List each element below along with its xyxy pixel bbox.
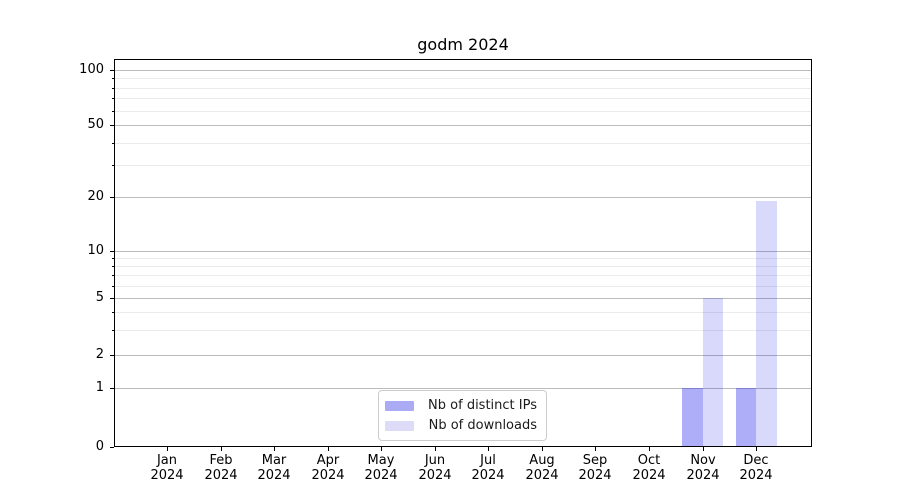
x-tickmark-jun	[435, 447, 436, 451]
x-axis-tick-label-may: May 2024	[364, 453, 398, 483]
y-axis-tick-label: 20	[87, 189, 104, 204]
bar-nb-of-downloads-dec-2024	[756, 201, 777, 446]
gridline-major-20	[115, 197, 811, 198]
y-minor-tickmark-90	[112, 78, 114, 79]
x-axis-tick-label-jul: Jul 2024	[471, 453, 505, 483]
y-axis-tick-label: 10	[87, 243, 104, 258]
y-minor-tickmark-60	[112, 111, 114, 112]
y-tickmark-0	[110, 447, 114, 448]
y-tickmark-50	[110, 125, 114, 126]
y-minor-tickmark-30	[112, 165, 114, 166]
y-minor-tickmark-8	[112, 266, 114, 267]
y-minor-tickmark-6	[112, 286, 114, 287]
x-tickmark-feb	[221, 447, 222, 451]
y-tickmark-1	[110, 388, 114, 389]
bar-nb-of-downloads-nov-2024	[702, 298, 723, 446]
y-axis-tick-label: 50	[87, 117, 104, 132]
legend-item-distinct-ips: Nb of distinct IPs	[385, 398, 537, 413]
y-axis-tick-label: 100	[79, 62, 104, 77]
y-tickmark-100	[110, 70, 114, 71]
x-axis-tick-label-feb: Feb 2024	[204, 453, 238, 483]
gridline-major-100	[115, 70, 811, 71]
gridline-minor-80	[115, 88, 811, 89]
y-tickmark-10	[110, 251, 114, 252]
x-axis-tick-label-jun: Jun 2024	[418, 453, 452, 483]
gridline-major-1	[115, 388, 811, 389]
x-tickmark-oct	[649, 447, 650, 451]
axis-spine-top	[114, 59, 812, 60]
gridline-minor-9	[115, 258, 811, 259]
x-axis-tick-label-aug: Aug 2024	[525, 453, 559, 483]
y-minor-tickmark-40	[112, 143, 114, 144]
x-axis-tick-label-mar: Mar 2024	[257, 453, 291, 483]
y-minor-tickmark-7	[112, 275, 114, 276]
x-axis-tick-label-jan: Jan 2024	[150, 453, 184, 483]
y-tickmark-2	[110, 355, 114, 356]
x-axis-tick-label-apr: Apr 2024	[311, 453, 345, 483]
bar-nb-of-distinct-ips-nov-2024	[682, 388, 703, 446]
x-axis-tick-label-oct: Oct 2024	[632, 453, 666, 483]
gridline-major-10	[115, 251, 811, 252]
gridline-minor-8	[115, 266, 811, 267]
x-tickmark-mar	[274, 447, 275, 451]
gridline-minor-30	[115, 165, 811, 166]
y-axis-tick-label: 1	[95, 380, 104, 395]
y-tickmark-20	[110, 197, 114, 198]
gridline-major-2	[115, 355, 811, 356]
x-tickmark-nov	[703, 447, 704, 451]
x-axis-tick-label-nov: Nov 2024	[686, 453, 720, 483]
y-tickmark-5	[110, 298, 114, 299]
y-minor-tickmark-80	[112, 88, 114, 89]
x-tickmark-apr	[328, 447, 329, 451]
y-axis-tick-label: 5	[95, 290, 104, 305]
plot-area: Nb of distinct IPs Nb of downloads	[114, 59, 812, 447]
legend-swatch-downloads	[385, 420, 414, 431]
gridline-minor-70	[115, 98, 811, 99]
gridline-minor-40	[115, 143, 811, 144]
x-axis-tick-label-dec: Dec 2024	[739, 453, 773, 483]
y-minor-tickmark-9	[112, 258, 114, 259]
y-axis-tick-label: 0	[95, 439, 104, 454]
x-axis-tick-label-sep: Sep 2024	[578, 453, 612, 483]
axis-spine-left	[114, 59, 115, 447]
gridline-minor-7	[115, 275, 811, 276]
y-minor-tickmark-3	[112, 330, 114, 331]
y-axis-tick-label: 2	[95, 347, 104, 362]
gridline-minor-60	[115, 111, 811, 112]
gridline-major-50	[115, 125, 811, 126]
gridline-minor-4	[115, 312, 811, 313]
y-minor-tickmark-70	[112, 98, 114, 99]
gridline-major-5	[115, 298, 811, 299]
gridline-minor-6	[115, 286, 811, 287]
x-tickmark-sep	[595, 447, 596, 451]
legend-label: Nb of downloads	[428, 418, 537, 433]
legend-item-downloads: Nb of downloads	[385, 418, 537, 433]
gridline-minor-3	[115, 330, 811, 331]
axis-spine-right	[811, 59, 812, 447]
x-tickmark-dec	[756, 447, 757, 451]
chart-title: godm 2024	[417, 35, 509, 54]
x-tickmark-may	[381, 447, 382, 451]
legend-label: Nb of distinct IPs	[428, 398, 537, 413]
gridline-minor-90	[115, 78, 811, 79]
axis-spine-bottom	[114, 446, 812, 447]
bar-nb-of-distinct-ips-dec-2024	[735, 388, 756, 446]
legend: Nb of distinct IPs Nb of downloads	[378, 390, 547, 441]
legend-swatch-distinct-ips	[385, 400, 414, 411]
y-minor-tickmark-4	[112, 312, 114, 313]
x-tickmark-aug	[542, 447, 543, 451]
x-tickmark-jul	[488, 447, 489, 451]
x-tickmark-jan	[167, 447, 168, 451]
